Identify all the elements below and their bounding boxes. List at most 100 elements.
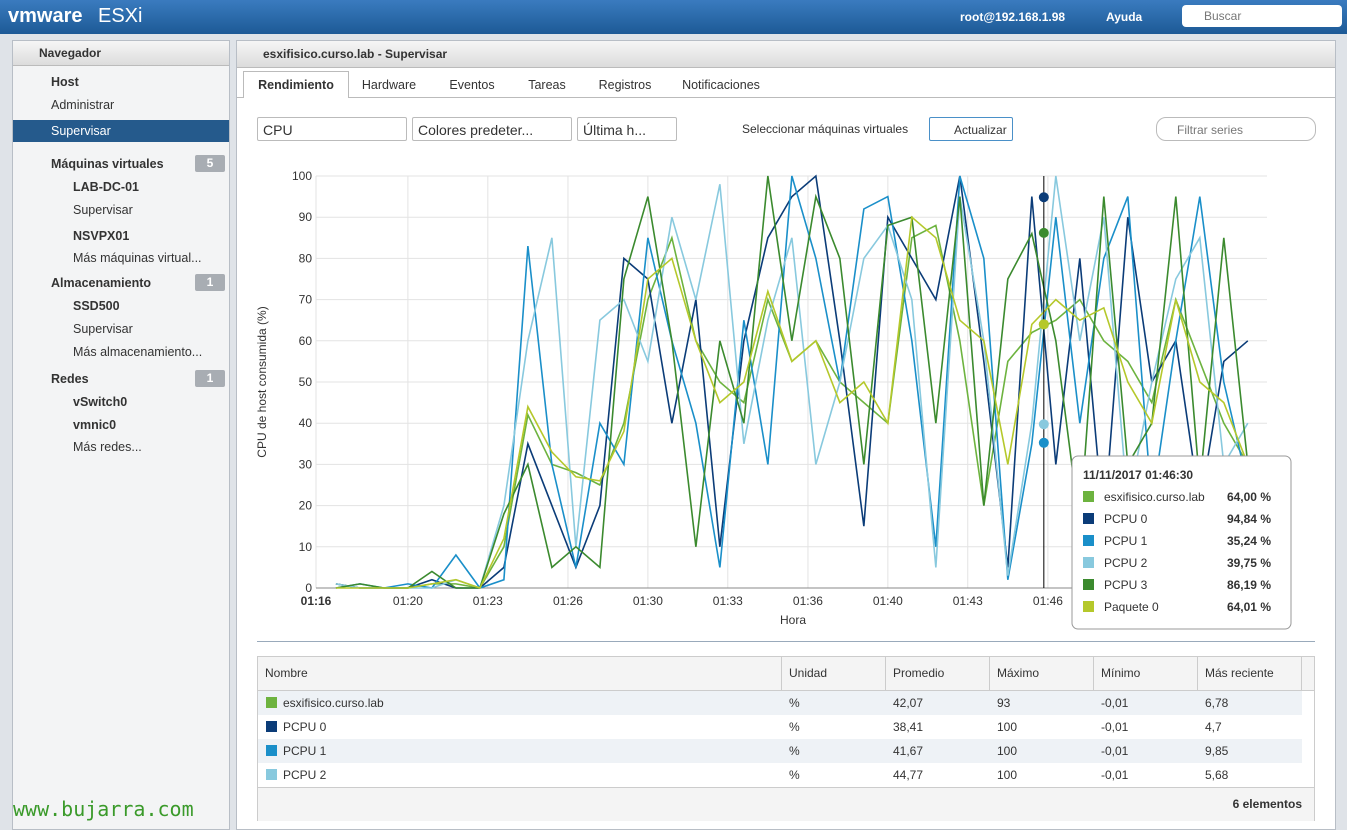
tab[interactable]: Rendimiento bbox=[243, 71, 349, 98]
table-header bbox=[258, 657, 1314, 691]
cell: 38,41 bbox=[893, 720, 924, 734]
top-bar: vmware ESXi root@192.168.1.98 Ayuda Busc… bbox=[0, 0, 1347, 34]
series-line bbox=[335, 175, 1249, 590]
cell: 9,85 bbox=[1205, 744, 1229, 758]
x-tick-label: 01:20 bbox=[393, 594, 423, 608]
tab[interactable]: Notificaciones bbox=[682, 78, 760, 92]
y-axis-label: CPU de host consumida (%) bbox=[255, 306, 269, 457]
panel-title: esxifisico.curso.lab - Supervisar bbox=[237, 41, 1335, 68]
table-footer bbox=[258, 787, 1314, 821]
y-tick-label: 50 bbox=[299, 375, 313, 389]
column-header[interactable]: Promedio bbox=[886, 657, 990, 690]
nav-item[interactable]: SSD500 bbox=[73, 299, 120, 313]
column-header[interactable]: Máximo bbox=[990, 657, 1094, 690]
tooltip-value: 86,19 % bbox=[1227, 578, 1271, 592]
footer-text: 6 elementos bbox=[1232, 797, 1302, 811]
hover-point bbox=[1038, 227, 1049, 238]
navigator: Navegador Host Administrar Supervisar Máqui… bbox=[12, 40, 230, 830]
tab[interactable]: Eventos bbox=[449, 78, 495, 92]
cell: -0,01 bbox=[1101, 720, 1129, 734]
legend-label: PCPU 2 bbox=[1104, 556, 1148, 570]
x-tick-label: 01:26 bbox=[553, 594, 583, 608]
cell: % bbox=[789, 696, 800, 710]
nav-item[interactable]: Host bbox=[51, 75, 79, 89]
nav-item[interactable]: Supervisar bbox=[13, 120, 229, 142]
nav-item[interactable]: LAB-DC-01 bbox=[73, 180, 139, 194]
nav-item[interactable]: Supervisar bbox=[73, 322, 133, 336]
legend-swatch bbox=[1083, 601, 1094, 612]
nav-item[interactable]: vmnic0 bbox=[73, 418, 117, 432]
tooltip-value: 39,75 % bbox=[1227, 556, 1271, 570]
cell: esxifisico.curso.lab bbox=[283, 696, 384, 710]
legend-swatch bbox=[1083, 579, 1094, 590]
count-badge: 1 bbox=[195, 274, 225, 291]
cell: % bbox=[789, 768, 800, 782]
column-header[interactable]: Mínimo bbox=[1094, 657, 1198, 690]
series-line bbox=[335, 215, 1249, 589]
search-box[interactable]: Buscar bbox=[1182, 5, 1342, 27]
row-color bbox=[266, 697, 277, 708]
nav-item[interactable]: Almacenamiento bbox=[51, 276, 152, 290]
select-vms[interactable]: Seleccionar máquinas virtuales bbox=[742, 122, 909, 136]
table-row bbox=[258, 763, 1302, 787]
cell: 100 bbox=[997, 744, 1018, 758]
hover-point bbox=[1038, 192, 1049, 203]
search-placeholder: Buscar bbox=[1204, 9, 1242, 23]
cell: -0,01 bbox=[1101, 768, 1129, 782]
help-menu[interactable]: Ayuda bbox=[1106, 10, 1143, 24]
nav-item[interactable]: Redes bbox=[51, 372, 89, 386]
nav-item[interactable]: NSVPX01 bbox=[73, 229, 130, 243]
refresh-button[interactable]: Actualizar bbox=[929, 117, 1013, 141]
table: Nombre Unidad Promedio Máximo Mínimo Más reci… bbox=[257, 656, 1315, 821]
tab[interactable]: Tareas bbox=[528, 78, 566, 92]
y-tick-label: 100 bbox=[292, 169, 312, 183]
table-row bbox=[258, 715, 1302, 739]
navigator-title: Navegador bbox=[13, 41, 229, 66]
nav-item[interactable]: Administrar bbox=[51, 98, 115, 112]
nav-item[interactable]: Más máquinas virtual... bbox=[73, 251, 202, 265]
tab[interactable]: Registros bbox=[598, 78, 652, 92]
main-panel: esxifisico.curso.lab - Supervisar Rendim… bbox=[236, 40, 1336, 830]
nav-item[interactable]: Más redes... bbox=[73, 440, 142, 454]
legend-swatch bbox=[1083, 535, 1094, 546]
cell: PCPU 1 bbox=[283, 744, 327, 758]
tab[interactable]: Hardware bbox=[361, 78, 417, 92]
filter-series[interactable]: Filtrar series bbox=[1156, 117, 1316, 141]
cell: % bbox=[789, 744, 800, 758]
x-tick-label: 01:23 bbox=[473, 594, 503, 608]
cell: 100 bbox=[997, 720, 1018, 734]
colors-select[interactable]: Colores predeter... bbox=[412, 117, 572, 141]
count-badge: 1 bbox=[195, 370, 225, 387]
row-color bbox=[266, 769, 277, 780]
legend-label: Paquete 0 bbox=[1104, 600, 1159, 614]
metric-select[interactable]: CPU bbox=[257, 117, 407, 141]
nav-item[interactable]: vSwitch0 bbox=[73, 395, 128, 409]
x-tick-label: 01:43 bbox=[953, 594, 983, 608]
legend-label: PCPU 1 bbox=[1104, 534, 1148, 548]
table-row bbox=[258, 739, 1302, 763]
tooltip-title: 11/11/2017 01:46:30 bbox=[1083, 468, 1193, 482]
count-badge: 5 bbox=[195, 155, 225, 172]
y-tick-label: 60 bbox=[299, 334, 313, 348]
legend-label: esxifisico.curso.lab bbox=[1104, 490, 1205, 504]
cell: 93 bbox=[997, 696, 1011, 710]
column-header[interactable]: Más reciente bbox=[1198, 657, 1302, 690]
column-header[interactable]: Nombre bbox=[258, 657, 782, 690]
hover-point bbox=[1038, 419, 1049, 430]
nav-item[interactable]: Más almacenamiento... bbox=[73, 345, 203, 359]
y-tick-label: 80 bbox=[299, 251, 313, 265]
y-tick-label: 10 bbox=[299, 540, 313, 554]
nav-item[interactable]: Máquinas virtuales bbox=[51, 157, 164, 171]
tooltip-value: 64,01 % bbox=[1227, 600, 1271, 614]
cell: 41,67 bbox=[893, 744, 924, 758]
range-select[interactable]: Última h... bbox=[577, 117, 677, 141]
legend-swatch bbox=[1083, 513, 1094, 524]
x-axis-label: Hora bbox=[780, 613, 806, 627]
nav-item[interactable]: Supervisar bbox=[73, 203, 133, 217]
user-menu[interactable]: root@192.168.1.98 bbox=[960, 10, 1066, 24]
column-header[interactable]: Unidad bbox=[782, 657, 886, 690]
series-line bbox=[335, 174, 1249, 589]
divider bbox=[257, 641, 1315, 642]
cell: % bbox=[789, 720, 800, 734]
